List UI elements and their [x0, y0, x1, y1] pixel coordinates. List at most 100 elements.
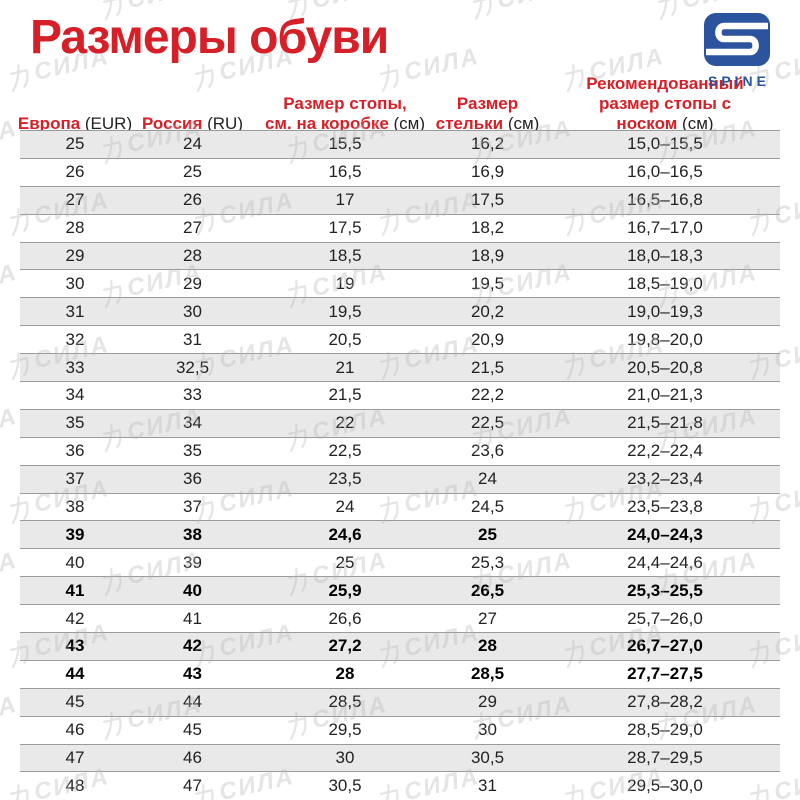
table-header: Европа (EUR) Россия (RU) Размер стопы, см. … — [18, 74, 780, 134]
table-row: 38 37 24 24,5 23,5–23,8 — [20, 492, 780, 521]
cell: 16,0–16,5 — [627, 162, 703, 182]
cell: 21 — [335, 357, 355, 377]
cell: 45 — [183, 720, 202, 740]
cell: 25 — [65, 134, 85, 154]
cell: 39 — [183, 552, 202, 572]
table-row: 45 44 28,5 29 27,8–28,2 — [20, 687, 780, 716]
cell: 42 — [183, 636, 202, 656]
page-title: Размеры обуви — [30, 11, 389, 64]
cell: 16,5 — [328, 162, 362, 182]
cell: 24 — [478, 469, 497, 489]
brand-name: SPINE — [707, 73, 770, 89]
header-unit: (EUR) — [80, 114, 133, 134]
cell: 20,5 — [328, 329, 362, 349]
cell: 21,5–21,8 — [627, 413, 703, 433]
table-row: 36 35 22,5 23,6 22,2–22,4 — [20, 436, 780, 465]
cell: 45 — [65, 692, 85, 712]
brand-logo: SPINE — [694, 13, 780, 89]
cell: 16,9 — [470, 162, 505, 182]
cell: 24,0–24,3 — [627, 524, 703, 544]
cell: 20,2 — [470, 301, 505, 321]
cell: 39 — [65, 524, 85, 544]
cell: 26,5 — [470, 580, 505, 600]
cell: 28,5 — [328, 692, 362, 712]
cell: 43 — [65, 636, 85, 656]
li-glyph-icon — [472, 0, 492, 21]
cell: 24 — [335, 497, 355, 517]
cell: 25 — [335, 552, 355, 572]
cell: 32,5 — [175, 357, 210, 377]
header-unit: (см) — [503, 114, 540, 134]
cell: 31 — [183, 329, 202, 349]
cell: 34 — [183, 413, 202, 433]
table-row: 43 42 27,2 28 26,7–27,0 — [20, 632, 780, 660]
watermark-text: СИЛА — [494, 0, 575, 15]
cell: 33 — [65, 357, 85, 377]
cell: 20,5–20,8 — [627, 357, 703, 377]
watermark-item: СИЛА — [0, 259, 20, 310]
cell: 18,5 — [328, 246, 362, 265]
column-header-3: Размер стопы, см. на коробке (см) — [255, 74, 435, 137]
cell: 32 — [65, 329, 85, 349]
cell: 29 — [478, 692, 497, 712]
watermark-text: СИЛА — [0, 690, 21, 735]
cell: 23,6 — [470, 441, 505, 461]
cell: 27 — [183, 218, 202, 238]
cell: 29,5–30,0 — [627, 775, 703, 795]
cell: 25,9 — [328, 580, 362, 600]
cell: 17,5 — [328, 218, 362, 238]
watermark-item: СИЛА — [0, 691, 20, 742]
cell: 46 — [183, 748, 202, 768]
table-row: 47 46 30 30,5 28,7–29,5 — [20, 743, 780, 772]
column-header-2: Россия (RU) — [130, 74, 255, 137]
cell: 35 — [183, 441, 202, 461]
header-line: размер стопы с носком (см) — [598, 94, 732, 134]
cell: 31 — [65, 301, 85, 321]
cell: 21,5 — [470, 357, 505, 377]
cell: 19 — [335, 273, 355, 293]
cell: 35 — [65, 413, 85, 433]
size-table: 25 24 15,5 16,2 15,0–15,5 26 25 16,5 16,9 16,0–16… — [20, 130, 780, 799]
cell: 24,4–24,6 — [627, 552, 703, 572]
cell: 30 — [65, 273, 85, 293]
cell: 28,5–29,0 — [627, 720, 703, 740]
spine-s-icon — [704, 13, 770, 71]
cell: 38 — [65, 497, 85, 517]
cell: 21,5 — [328, 385, 362, 405]
table-row: 48 47 30,5 31 29,5–30,0 — [20, 771, 780, 799]
header-line: Размер стопы, — [283, 94, 407, 114]
table-row: 39 38 24,6 25 24,0–24,3 — [20, 520, 780, 549]
header-unit: (RU) — [202, 114, 243, 134]
table-row: 32 31 20,5 20,9 19,8–20,0 — [20, 325, 780, 353]
li-glyph-icon — [657, 0, 677, 21]
cell: 19,0–19,3 — [627, 301, 703, 321]
cell: 27 — [65, 190, 85, 210]
cell: 17,5 — [470, 190, 505, 210]
cell: 27 — [478, 608, 497, 628]
cell: 29,5 — [328, 720, 362, 740]
cell: 27,8–28,2 — [627, 692, 703, 712]
cell: 23,2–23,4 — [627, 469, 703, 489]
watermark-text: СИЛА — [0, 546, 21, 591]
table-row: 37 36 23,5 24 23,2–23,4 — [20, 464, 780, 493]
watermark-text: СИЛА — [0, 402, 21, 447]
table-row: 31 30 19,5 20,2 19,0–19,3 — [20, 297, 780, 326]
cell: 43 — [183, 664, 202, 684]
watermark-text: СИЛА — [0, 258, 21, 303]
cell: 34 — [65, 385, 85, 405]
cell: 22,5 — [470, 413, 505, 433]
cell: 22,5 — [328, 441, 362, 461]
cell: 16,7–17,0 — [627, 218, 703, 238]
column-header-5: Рекомендованный размер стопы с носком (см… — [540, 74, 780, 137]
table-row: 42 41 26,6 27 25,7–26,0 — [20, 604, 780, 632]
table-row: 44 43 28 28,5 27,7–27,5 — [20, 659, 780, 688]
cell: 23,5–23,8 — [627, 497, 703, 517]
cell: 21,0–21,3 — [627, 385, 703, 405]
cell: 30 — [183, 301, 202, 321]
table-row: 40 39 25 25,3 24,4–24,6 — [20, 548, 780, 576]
cell: 18,5–19,0 — [627, 273, 703, 293]
cell: 47 — [65, 748, 85, 768]
cell: 16,2 — [470, 134, 505, 154]
table-row: 30 29 19 19,5 18,5–19,0 — [20, 269, 780, 297]
cell: 30,5 — [470, 748, 505, 768]
